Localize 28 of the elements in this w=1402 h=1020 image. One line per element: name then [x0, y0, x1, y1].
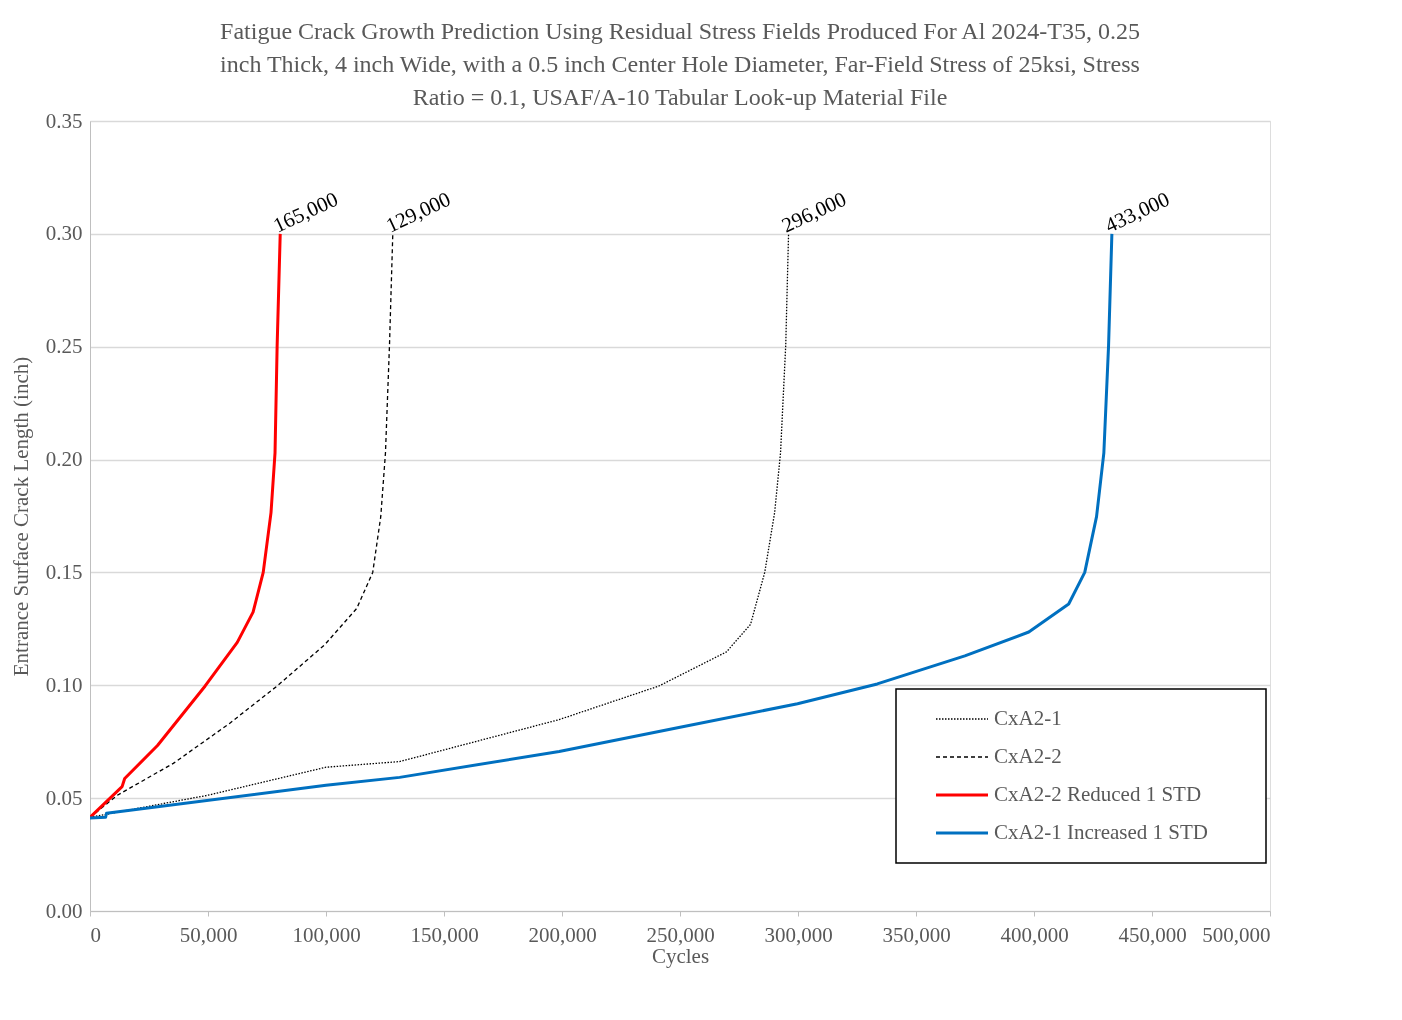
y-tick-label: 0.05 — [45, 785, 83, 810]
y-tick-label: 0.30 — [45, 221, 83, 246]
legend-label: CxA2-1 — [994, 706, 1062, 730]
y-tick-label: 0.15 — [45, 559, 83, 584]
line-series — [90, 232, 282, 819]
text: Fatigue Crack Growth Prediction Using Residual Stress Fields Produced For Al 2024-T35, 0.25 — [220, 18, 1140, 44]
y-tick-label: 0.10 — [45, 672, 83, 697]
x-tick-label: 350,000 — [882, 922, 951, 947]
legend-label: CxA2-1 Increased 1 STD — [994, 820, 1209, 844]
x-tick-label: 200,000 — [528, 922, 597, 947]
x-tick-label: 50,000 — [179, 922, 238, 947]
x-tick-label: 150,000 — [410, 922, 479, 947]
y-tick-label: 0.25 — [45, 334, 83, 359]
legend-label: CxA2-2 — [994, 744, 1062, 768]
x-tick-label: 0 — [90, 922, 101, 947]
text: Ratio = 0.1, USAF/A-10 Tabular Look-up Material File — [412, 84, 948, 110]
y-tick-label: 0.35 — [45, 108, 83, 133]
x-tick-label: 450,000 — [1118, 922, 1187, 947]
x-tick-label: 100,000 — [292, 922, 361, 947]
x-tick-label: 300,000 — [764, 922, 833, 947]
x-tick-label: 250,000 — [646, 922, 715, 947]
x-tick-label: 400,000 — [1000, 922, 1069, 947]
y-tick-label: 0.00 — [45, 898, 83, 923]
y-tick-label: 0.20 — [45, 447, 83, 472]
y-axis-title: Entrance Surface Crack Length (inch) — [8, 356, 33, 677]
x-tick-label: 500,000 — [1202, 922, 1271, 947]
legend-label: CxA2-2 Reduced 1 STD — [994, 782, 1202, 806]
text: inch Thick, 4 inch Wide, with a 0.5 inch Center Hole Diameter, Far-Field Stress of 25ksi, Stress — [220, 51, 1140, 77]
